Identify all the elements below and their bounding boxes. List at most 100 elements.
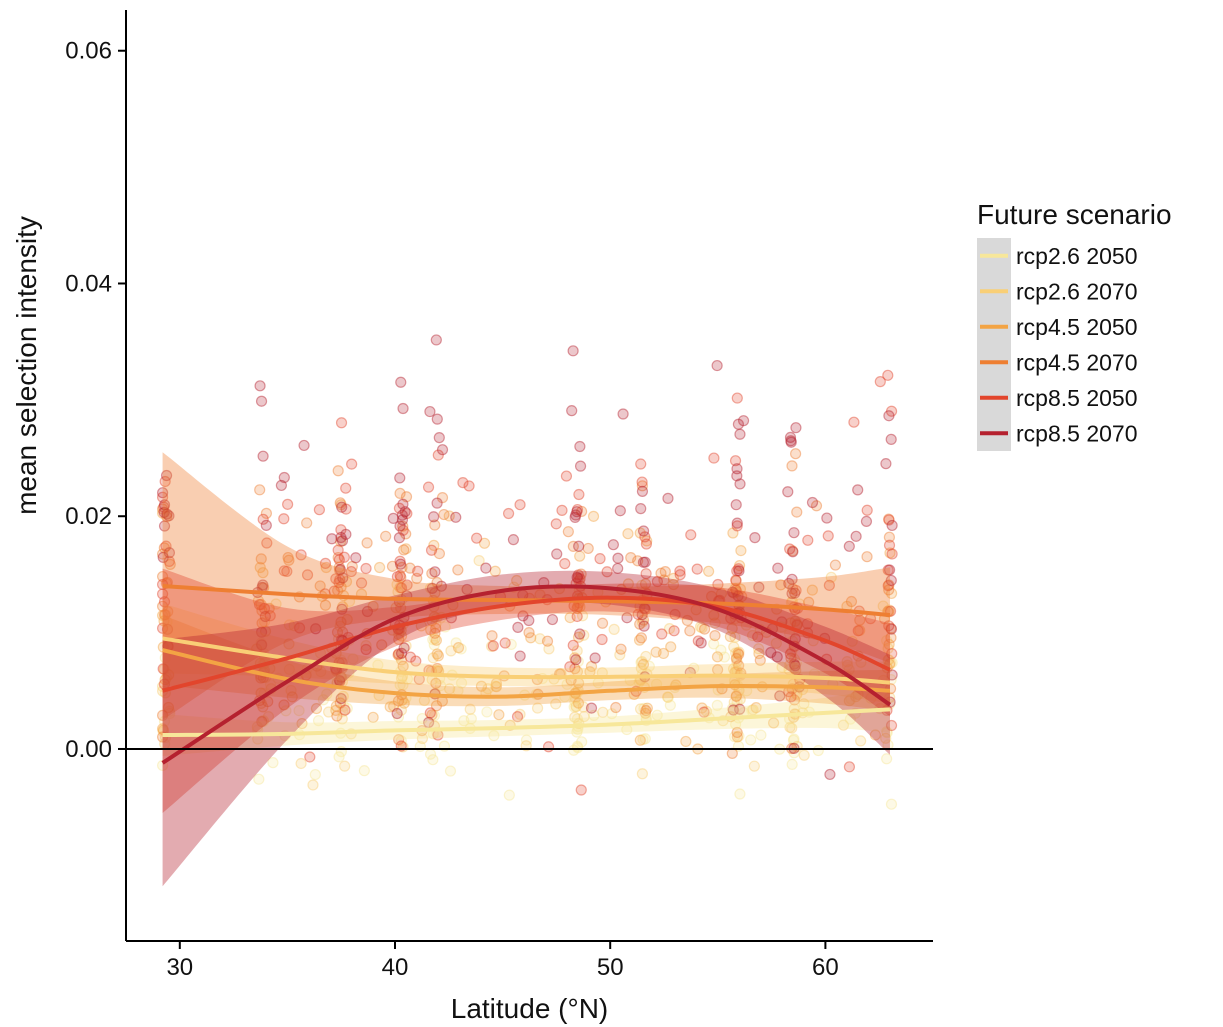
scatter-point <box>471 532 483 544</box>
scatter-point <box>734 788 746 800</box>
scatter-point <box>570 701 582 713</box>
scatter-point <box>712 578 724 591</box>
scatter-point <box>161 508 173 520</box>
scatter-point <box>398 697 410 709</box>
scatter-point <box>424 582 437 594</box>
scatter-point <box>490 681 503 693</box>
x-tick-label: 60 <box>812 954 839 981</box>
scatter-point <box>332 544 344 556</box>
scatter-point <box>346 560 358 573</box>
scatter-point <box>696 702 708 714</box>
x-tick-label: 50 <box>597 954 624 981</box>
scatter-point <box>255 637 267 649</box>
scatter-point <box>319 599 332 611</box>
scatter-point <box>293 622 306 634</box>
scatter-point <box>163 555 175 567</box>
scatter-point <box>729 455 742 467</box>
scatter-point <box>430 334 442 346</box>
scatter-point <box>461 583 473 596</box>
scatter-point <box>574 460 587 472</box>
scatter-point <box>668 625 680 637</box>
scatter-point <box>404 562 416 574</box>
scatter-point <box>361 537 373 549</box>
scatter-point <box>361 605 374 618</box>
scatter-point <box>394 472 406 484</box>
scatter-point <box>278 699 290 711</box>
scatter-point <box>392 695 405 707</box>
scatter-point <box>394 582 406 594</box>
scatter-point <box>256 716 268 728</box>
scatter-point <box>639 556 651 568</box>
scatter-point <box>731 726 743 739</box>
scatter-point <box>587 510 600 522</box>
scatter-point <box>395 602 407 614</box>
scatter-point <box>574 550 586 562</box>
scatter-point <box>159 609 172 621</box>
scatter-point <box>261 537 273 549</box>
scatter-point <box>881 726 893 738</box>
scatter-point <box>260 507 273 519</box>
scatter-point <box>791 688 803 701</box>
scatter-point <box>394 520 406 532</box>
scatter-point <box>731 731 743 743</box>
scatter-point <box>651 575 664 588</box>
scatter-point <box>662 691 674 703</box>
scatter-point <box>156 503 169 515</box>
scatter-point <box>489 565 501 577</box>
scatter-point <box>301 517 313 529</box>
scatter-point <box>337 690 349 702</box>
scatter-point <box>608 623 620 635</box>
scatter-point <box>285 684 297 697</box>
scatter-point <box>310 702 323 715</box>
scatter-point <box>640 538 653 550</box>
scatter-point <box>164 558 176 571</box>
scatter-point <box>731 656 743 668</box>
scatter-point <box>337 706 349 718</box>
scatter-point <box>854 624 866 636</box>
scatter-point <box>883 638 895 651</box>
scatter-point <box>850 530 862 542</box>
scatter-point <box>333 554 345 566</box>
scatter-point <box>788 662 800 674</box>
scatter-point <box>749 532 761 544</box>
scatter-point <box>428 710 441 722</box>
scatter-point <box>257 567 269 579</box>
scatter-point <box>296 717 308 730</box>
scatter-point <box>391 707 403 720</box>
scatter-point <box>575 568 587 580</box>
scatter-point <box>685 529 697 541</box>
scatter-point <box>443 510 455 522</box>
scatter-point <box>428 511 440 523</box>
scatter-point <box>885 622 897 634</box>
scatter-point <box>674 569 686 581</box>
scatter-point <box>711 651 724 663</box>
scatter-point <box>883 579 895 591</box>
scatter-point <box>336 501 348 513</box>
scatter-point <box>293 704 305 717</box>
scatter-point <box>885 623 897 635</box>
scatter-point <box>264 679 277 691</box>
scatter-point <box>395 647 408 659</box>
scatter-point <box>643 660 655 672</box>
scatter-point <box>367 600 379 612</box>
scatter-point <box>312 715 325 727</box>
scatter-point <box>574 573 586 585</box>
scatter-point <box>252 595 264 607</box>
scatter-point <box>313 504 325 516</box>
scatter-point <box>845 595 858 608</box>
scatter-point <box>393 734 405 746</box>
scatter-point <box>286 691 298 703</box>
confidence-band <box>162 603 890 704</box>
scatter-point <box>158 615 170 627</box>
scatter-point <box>730 690 742 702</box>
scatter-point <box>578 629 590 641</box>
scatter-point <box>806 584 818 596</box>
scatter-point <box>262 695 274 708</box>
scatter-point <box>395 735 407 747</box>
scatter-point <box>790 584 802 597</box>
scatter-point <box>569 511 581 523</box>
scatter-point <box>270 598 282 610</box>
scatter-point <box>854 614 866 626</box>
scatter-point <box>386 560 399 572</box>
scatter-point <box>331 626 344 638</box>
